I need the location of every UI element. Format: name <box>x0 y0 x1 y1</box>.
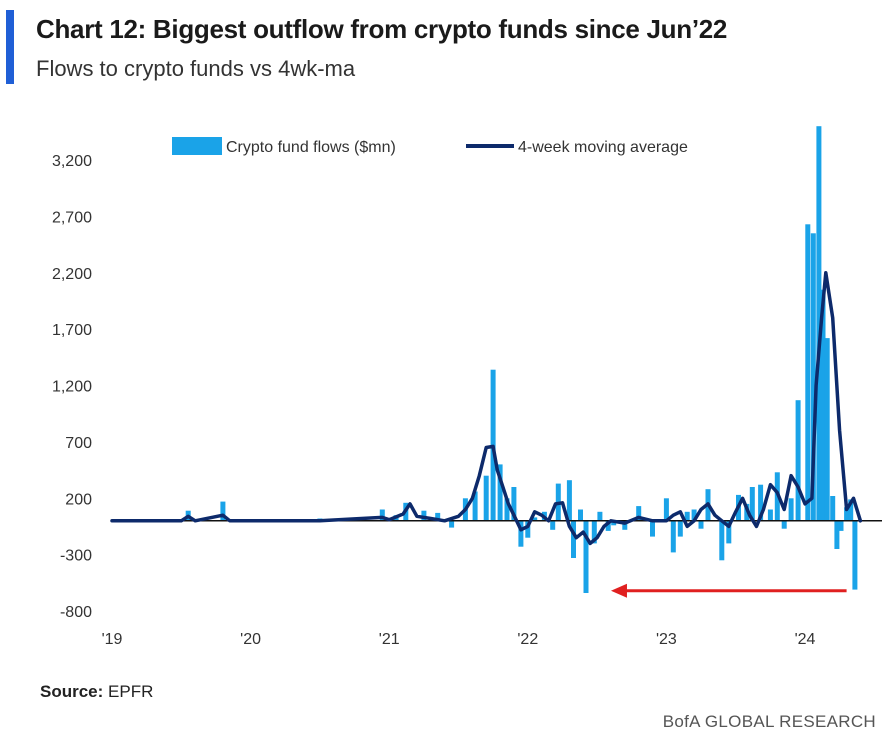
flow-bar <box>472 491 478 521</box>
flow-bar <box>698 520 704 529</box>
flow-bar <box>578 509 583 521</box>
y-tick-label: 2,700 <box>52 209 92 226</box>
legend: Crypto fund flows ($mn) 4-week moving av… <box>172 137 688 156</box>
flow-bar <box>525 520 531 538</box>
flow-bar <box>852 520 858 590</box>
flow-bar <box>449 520 455 528</box>
chart-subtitle: Flows to crypto funds vs 4wk-ma <box>36 56 356 81</box>
flow-bar <box>830 496 836 521</box>
flow-bar <box>848 499 854 521</box>
brand-footer: BofA GLOBAL RESEARCH <box>662 712 876 731</box>
flow-bar <box>483 475 489 521</box>
flow-bar <box>834 520 840 549</box>
flow-bar <box>810 233 816 521</box>
x-tick-label: '19 <box>102 631 123 648</box>
y-tick-label: 1,700 <box>52 322 92 339</box>
flow-bar <box>816 126 822 521</box>
chart-area: 3,2002,7002,2001,7001,200700200-300-800 … <box>52 126 882 648</box>
y-tick-label: 1,200 <box>52 379 92 396</box>
source-label: Source: <box>40 682 104 701</box>
legend-label-flows: Crypto fund flows ($mn) <box>226 139 396 156</box>
chart-title: Chart 12: Biggest outflow from crypto fu… <box>36 14 728 44</box>
source-note: Source: EPFR <box>40 682 153 702</box>
flow-bar <box>758 484 764 521</box>
flow-bar <box>677 520 683 537</box>
source-value: EPFR <box>108 682 154 701</box>
flow-bar <box>805 224 811 521</box>
flow-bar <box>566 480 572 521</box>
legend-bar-swatch <box>172 137 222 155</box>
y-tick-label: 200 <box>65 491 92 508</box>
flow-bar <box>838 520 844 531</box>
flow-bar <box>719 520 725 561</box>
flow-bar <box>597 511 603 521</box>
flow-bar <box>650 520 655 537</box>
y-tick-label: -300 <box>60 548 92 565</box>
flow-bar <box>550 520 556 530</box>
y-tick-label: -800 <box>60 604 92 621</box>
y-tick-label: 2,200 <box>52 266 92 283</box>
flow-bar <box>684 511 690 521</box>
flow-bar <box>691 509 697 521</box>
flow-bar <box>379 509 385 521</box>
flow-bar <box>583 520 589 593</box>
flow-bar <box>788 498 794 521</box>
x-tick-label: '20 <box>240 631 261 648</box>
flow-bar <box>435 512 441 521</box>
flow-bar <box>670 520 676 553</box>
flow-bar <box>781 520 787 529</box>
legend-label-ma: 4-week moving average <box>518 139 688 156</box>
flow-bar <box>518 520 524 547</box>
flow-bar <box>611 520 617 526</box>
flow-bar <box>663 498 669 521</box>
flow-bar <box>504 498 510 521</box>
flow-bar <box>726 520 732 544</box>
x-tick-label: '21 <box>379 631 400 648</box>
flow-bar <box>636 506 642 521</box>
flow-bar <box>622 520 628 530</box>
flow-bar <box>844 507 850 521</box>
x-tick-label: '24 <box>795 631 816 648</box>
flow-bar <box>571 520 576 558</box>
flow-bar <box>532 517 538 521</box>
y-tick-label: 700 <box>65 435 92 452</box>
flow-bar <box>795 400 801 521</box>
y-tick-label: 3,200 <box>52 153 92 170</box>
flow-bar <box>605 520 611 531</box>
x-tick-label: '22 <box>517 631 538 648</box>
flow-bar <box>767 509 773 521</box>
moving-average-line <box>110 271 863 546</box>
x-tick-label: '23 <box>656 631 677 648</box>
flow-bar <box>497 464 503 521</box>
flow-bar <box>511 487 517 521</box>
flow-bar <box>591 520 597 544</box>
accent-bar <box>6 10 14 84</box>
flow-bar <box>220 501 226 521</box>
annotation-arrow-head <box>610 583 627 598</box>
flow-bar <box>749 487 755 521</box>
flow-bar <box>824 338 830 521</box>
flow-bar <box>820 289 826 521</box>
